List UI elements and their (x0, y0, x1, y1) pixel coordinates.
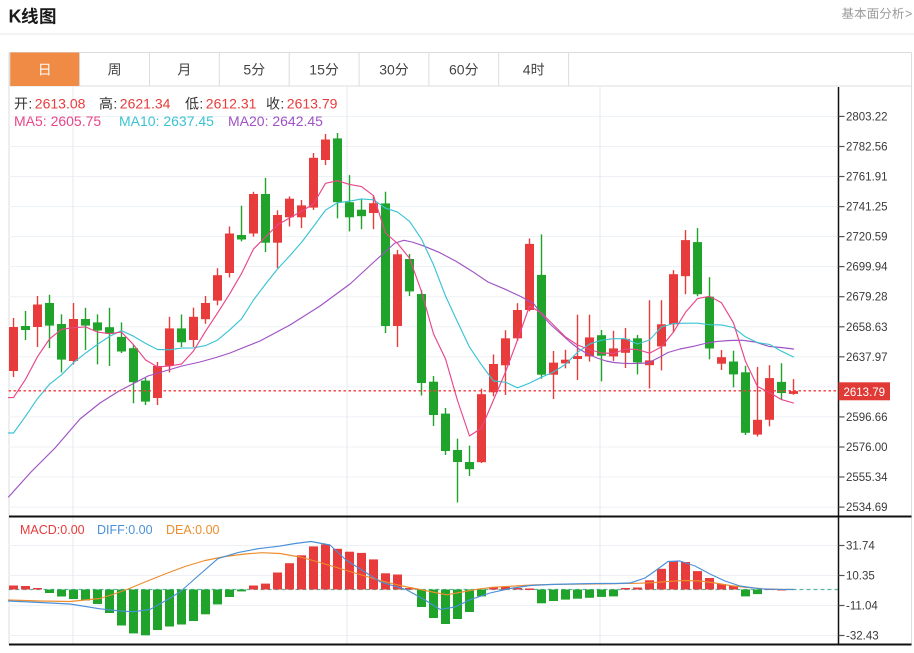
svg-text:2613.08: 2613.08 (35, 96, 86, 112)
svg-text:2782.56: 2782.56 (846, 142, 888, 154)
svg-text:2720.59: 2720.59 (846, 232, 888, 244)
svg-text:2555.34: 2555.34 (846, 472, 888, 484)
svg-text:3: 3 (379, 62, 387, 78)
svg-text:2596.66: 2596.66 (846, 412, 888, 424)
svg-text:MA5: 2605.75: MA5: 2605.75 (14, 113, 101, 129)
svg-text:1: 1 (309, 62, 317, 78)
svg-text:2658.63: 2658.63 (846, 322, 888, 334)
svg-text:5: 5 (243, 62, 251, 78)
svg-text:2679.28: 2679.28 (846, 292, 888, 304)
svg-text:5: 5 (317, 62, 325, 78)
svg-text:0: 0 (457, 62, 465, 78)
svg-text:2761.91: 2761.91 (846, 172, 888, 184)
svg-text:MACD:0.00: MACD:0.00 (20, 523, 85, 537)
svg-text:DIFF:0.00: DIFF:0.00 (97, 523, 153, 537)
svg-text:-32.43: -32.43 (846, 631, 879, 643)
svg-text::: : (28, 96, 32, 112)
svg-text:31.74: 31.74 (846, 541, 875, 553)
svg-text:-11.04: -11.04 (846, 601, 878, 613)
svg-text:10.35: 10.35 (846, 571, 875, 583)
svg-text:2613.79: 2613.79 (287, 96, 338, 112)
svg-text::: : (113, 96, 117, 112)
svg-text:2613.79: 2613.79 (844, 387, 886, 399)
svg-text:K: K (9, 7, 22, 27)
svg-text:2803.22: 2803.22 (846, 111, 888, 123)
svg-text:DEA:0.00: DEA:0.00 (166, 523, 220, 537)
svg-text:MA20: 2642.45: MA20: 2642.45 (228, 113, 323, 129)
svg-text:2741.25: 2741.25 (846, 202, 888, 214)
svg-text::: : (280, 96, 284, 112)
svg-text:MA10: 2637.45: MA10: 2637.45 (119, 113, 214, 129)
svg-text:4: 4 (523, 62, 531, 78)
svg-text:2621.34: 2621.34 (120, 96, 171, 112)
svg-text:0: 0 (387, 62, 395, 78)
svg-text:2576.00: 2576.00 (846, 442, 888, 454)
svg-text:2699.94: 2699.94 (846, 262, 888, 274)
svg-text:2534.69: 2534.69 (846, 502, 888, 514)
svg-text:>: > (905, 7, 912, 21)
svg-text:6: 6 (449, 62, 457, 78)
svg-text:2612.31: 2612.31 (206, 96, 257, 112)
svg-text::: : (199, 96, 203, 112)
svg-text:2637.97: 2637.97 (846, 352, 888, 364)
